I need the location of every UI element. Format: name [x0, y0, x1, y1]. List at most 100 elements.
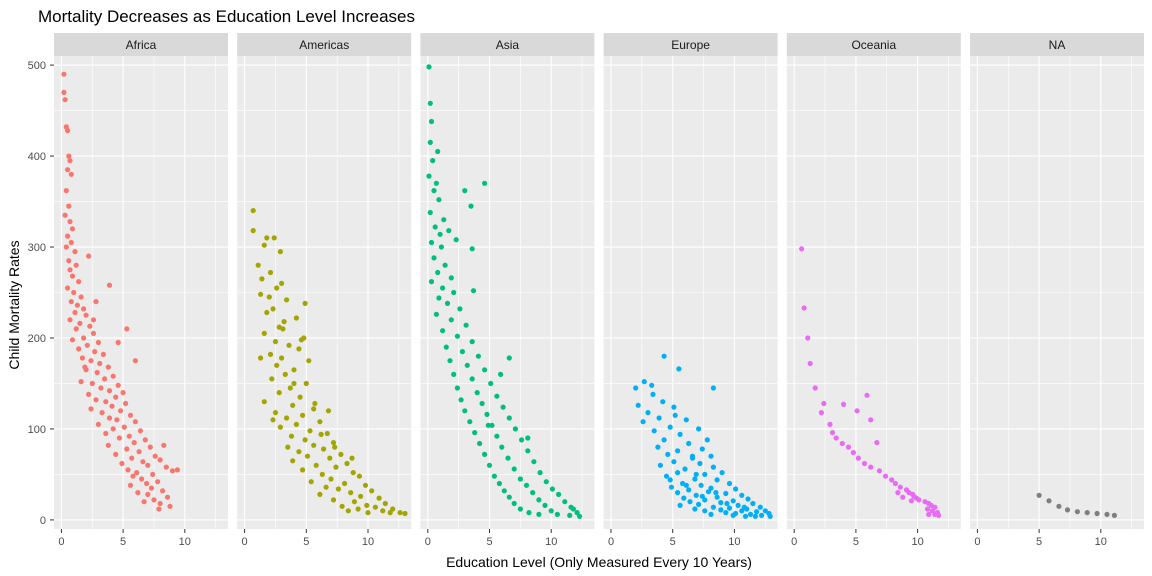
data-point: [511, 466, 517, 472]
data-point: [364, 502, 370, 508]
data-point: [752, 513, 759, 519]
y-tick-label: 500: [28, 60, 46, 72]
data-point: [362, 482, 369, 488]
data-point: [577, 513, 583, 519]
data-point: [739, 492, 745, 498]
data-point: [689, 453, 696, 459]
data-point: [649, 382, 655, 388]
data-point: [1056, 503, 1062, 509]
data-point: [500, 404, 506, 410]
data-point: [686, 440, 692, 447]
data-point: [67, 158, 73, 164]
data-point: [120, 390, 126, 396]
data-point: [380, 508, 386, 514]
x-tick-label: 5: [670, 536, 676, 548]
data-point: [451, 371, 457, 377]
data-point: [426, 173, 432, 179]
data-point: [285, 444, 291, 450]
data-point: [145, 491, 151, 497]
data-point: [640, 419, 646, 425]
data-point: [303, 380, 309, 387]
data-point: [145, 462, 151, 468]
facet-asia: Asia 0 5 10: [420, 33, 595, 548]
data-point: [164, 494, 171, 500]
data-point: [311, 406, 317, 412]
data-point: [661, 437, 667, 443]
data-point: [93, 397, 99, 403]
data-point: [277, 249, 283, 255]
data-point: [325, 408, 332, 414]
data-point: [282, 371, 288, 377]
data-point: [284, 415, 290, 421]
data-point: [87, 323, 93, 329]
data-point: [321, 446, 327, 452]
data-point: [88, 358, 94, 364]
data-point: [121, 424, 127, 430]
data-point: [724, 500, 730, 507]
data-point: [124, 326, 130, 332]
data-point: [330, 497, 337, 503]
data-point: [683, 417, 689, 423]
data-point: [293, 315, 299, 321]
facet-strip: [603, 33, 778, 56]
data-point: [671, 404, 677, 410]
data-point: [318, 431, 324, 437]
data-point: [313, 462, 319, 468]
data-point: [73, 326, 79, 332]
data-point: [123, 400, 129, 407]
data-point: [274, 362, 280, 368]
data-point: [369, 488, 375, 494]
data-point: [936, 512, 942, 519]
data-point: [72, 249, 78, 255]
data-point: [302, 300, 308, 306]
data-point: [65, 128, 71, 134]
data-point: [436, 295, 442, 301]
data-point: [501, 488, 507, 494]
data-point: [106, 282, 113, 288]
data-point: [78, 379, 84, 385]
data-point: [110, 426, 116, 432]
data-point: [270, 417, 276, 423]
data-point: [402, 510, 408, 517]
data-point: [382, 500, 388, 507]
data-point: [296, 449, 302, 455]
data-point: [387, 509, 393, 516]
data-point: [69, 337, 76, 343]
data-point: [704, 437, 710, 443]
data-point: [311, 442, 317, 448]
data-point: [72, 309, 78, 316]
data-point: [259, 276, 265, 282]
data-point: [148, 485, 155, 491]
data-point: [258, 355, 264, 361]
x-tick-label: 10: [545, 536, 557, 548]
data-point: [499, 444, 505, 450]
data-point: [908, 498, 915, 504]
data-point: [484, 411, 490, 417]
data-point: [110, 373, 116, 379]
data-point: [523, 482, 530, 488]
data-point: [63, 188, 69, 194]
facet-oceania: Oceania 0 5 10: [786, 33, 961, 548]
data-point: [570, 506, 577, 512]
data-point: [67, 267, 73, 273]
data-point: [169, 468, 176, 474]
data-point: [82, 364, 88, 370]
data-point: [505, 455, 511, 461]
data-point: [443, 344, 449, 350]
data-point: [799, 246, 805, 252]
data-point: [140, 459, 146, 465]
data-point: [428, 279, 435, 285]
data-point: [427, 209, 433, 216]
data-point: [432, 224, 438, 230]
data-point: [127, 482, 134, 488]
data-point: [372, 504, 378, 510]
data-point: [61, 89, 67, 95]
data-point: [312, 400, 318, 407]
facet-africa: Africa 0 5 10: [54, 33, 228, 548]
data-point: [469, 339, 475, 345]
data-point: [718, 500, 724, 506]
data-point: [482, 180, 488, 186]
data-point: [805, 335, 811, 341]
data-point: [506, 355, 512, 361]
data-point: [668, 484, 675, 490]
